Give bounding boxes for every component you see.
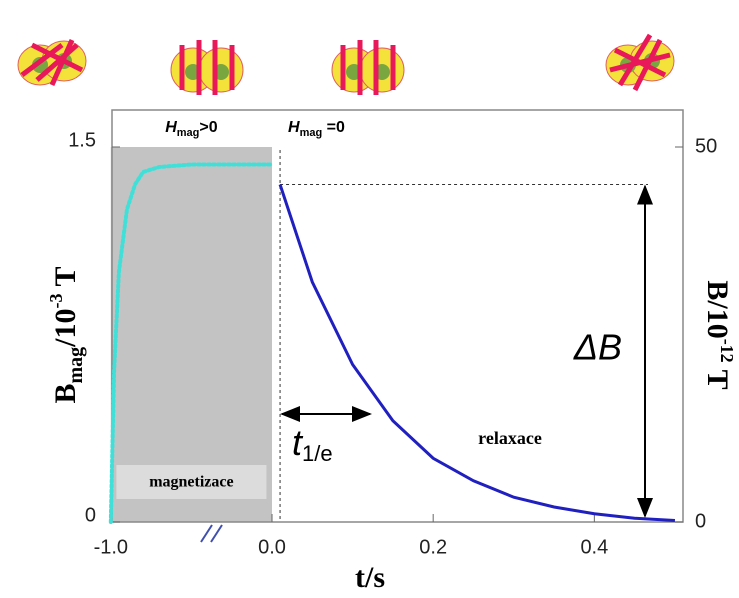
- y-label-part: -3: [46, 293, 66, 308]
- y-tick-label: 1.5: [68, 129, 96, 151]
- x-tick-label: 0.4: [580, 536, 608, 558]
- relax-label: relaxace: [478, 428, 542, 448]
- region: [110, 147, 272, 522]
- series-line: [278, 184, 676, 522]
- region-label-box: [116, 465, 267, 499]
- y-label-part: /10: [49, 308, 82, 347]
- x-tick-label: 0.2: [419, 536, 447, 558]
- y-tick-label: 0: [85, 504, 96, 526]
- x-tick-label: 0.0: [258, 536, 286, 558]
- region-header: Hmag =0: [288, 119, 345, 139]
- region-header: Hmag>0: [165, 119, 218, 139]
- series-line: [108, 162, 274, 524]
- x-tick-label: -1.0: [94, 536, 128, 558]
- y-label-part: mag: [65, 347, 87, 384]
- y-axis-label: Bmag/10-3 T: [46, 267, 86, 404]
- tau-label: t1/e: [292, 422, 333, 466]
- region-label: magnetizace: [149, 474, 233, 491]
- header-sub: mag: [177, 127, 200, 139]
- y2-tick-label: 0: [695, 510, 706, 532]
- spin-icons: [17, 33, 675, 95]
- y2-label-part: -12: [717, 339, 737, 363]
- delta-label: ΔB: [573, 327, 622, 368]
- plot-frame: [111, 109, 684, 523]
- y-label-part: T: [49, 267, 82, 294]
- x-axis-label: t/s: [355, 561, 385, 594]
- y-label-part: B: [49, 383, 82, 403]
- tau-sub: 1/e: [302, 441, 333, 466]
- header-main: H: [288, 119, 300, 136]
- axis-break: [200, 524, 223, 543]
- y2-axis-label: B/10-12 T: [701, 280, 737, 389]
- header-rest: >0: [199, 119, 217, 136]
- y2-label-part: B/10: [701, 280, 734, 338]
- header-sub: mag: [300, 127, 323, 139]
- y2-label-part: T: [701, 363, 734, 390]
- y2-tick-label: 50: [695, 135, 717, 157]
- header-rest: =0: [322, 119, 345, 136]
- header-main: H: [165, 119, 177, 136]
- tau-main: t: [292, 422, 304, 463]
